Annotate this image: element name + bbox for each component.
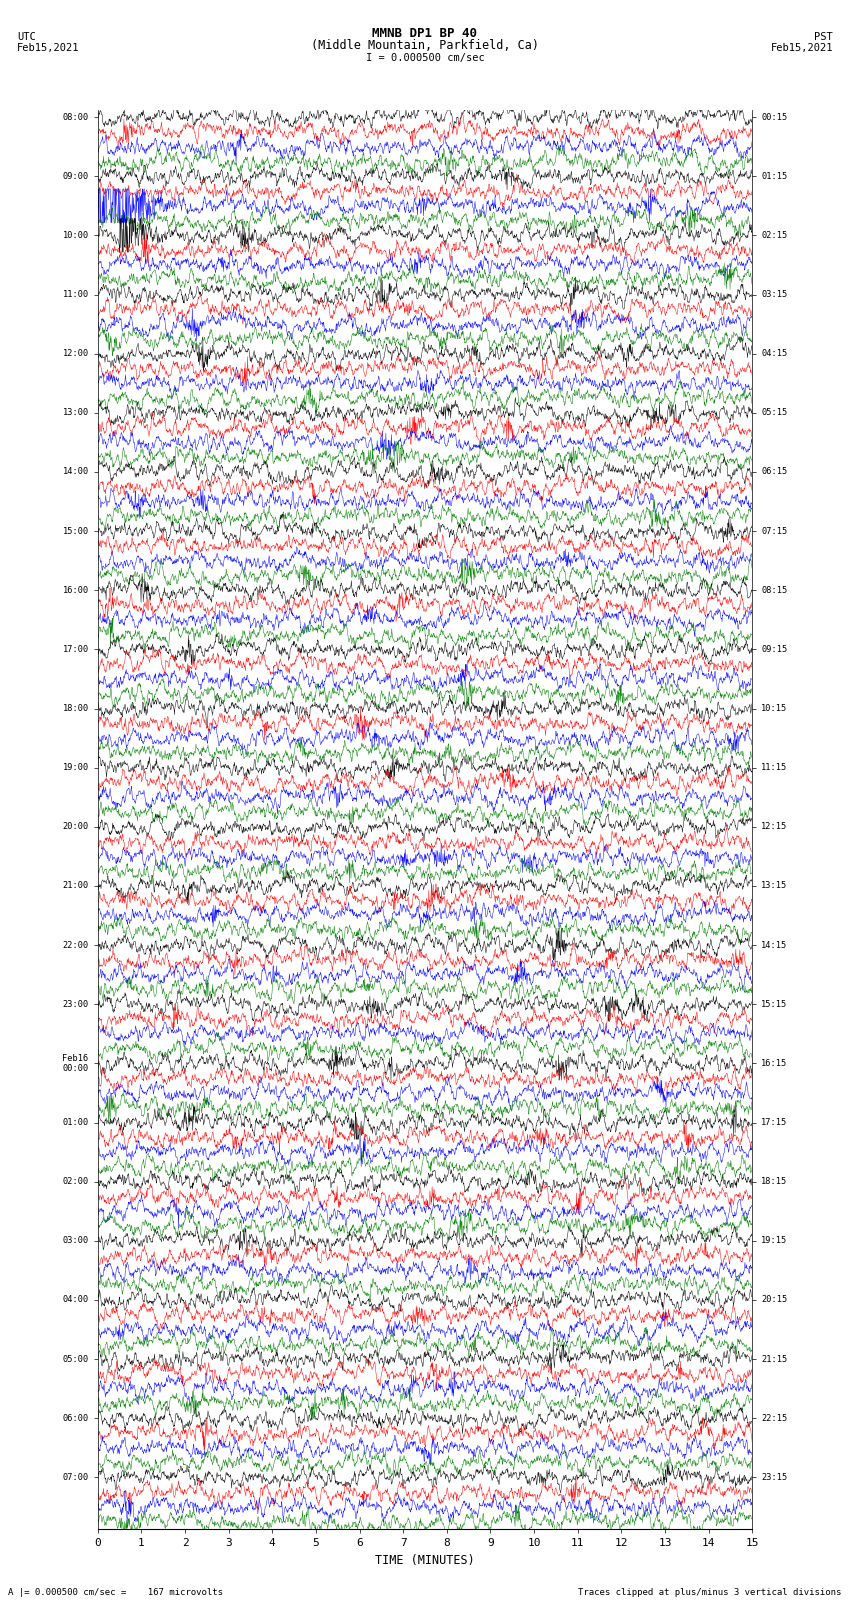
Text: (Middle Mountain, Parkfield, Ca): (Middle Mountain, Parkfield, Ca) bbox=[311, 39, 539, 52]
Text: PST: PST bbox=[814, 32, 833, 42]
X-axis label: TIME (MINUTES): TIME (MINUTES) bbox=[375, 1553, 475, 1566]
Text: Feb15,2021: Feb15,2021 bbox=[770, 44, 833, 53]
Text: I = 0.000500 cm/sec: I = 0.000500 cm/sec bbox=[366, 53, 484, 63]
Text: Feb15,2021: Feb15,2021 bbox=[17, 44, 80, 53]
Text: UTC: UTC bbox=[17, 32, 36, 42]
Text: Traces clipped at plus/minus 3 vertical divisions: Traces clipped at plus/minus 3 vertical … bbox=[578, 1587, 842, 1597]
Text: MMNB DP1 BP 40: MMNB DP1 BP 40 bbox=[372, 27, 478, 40]
Text: A |= 0.000500 cm/sec =    167 microvolts: A |= 0.000500 cm/sec = 167 microvolts bbox=[8, 1587, 224, 1597]
